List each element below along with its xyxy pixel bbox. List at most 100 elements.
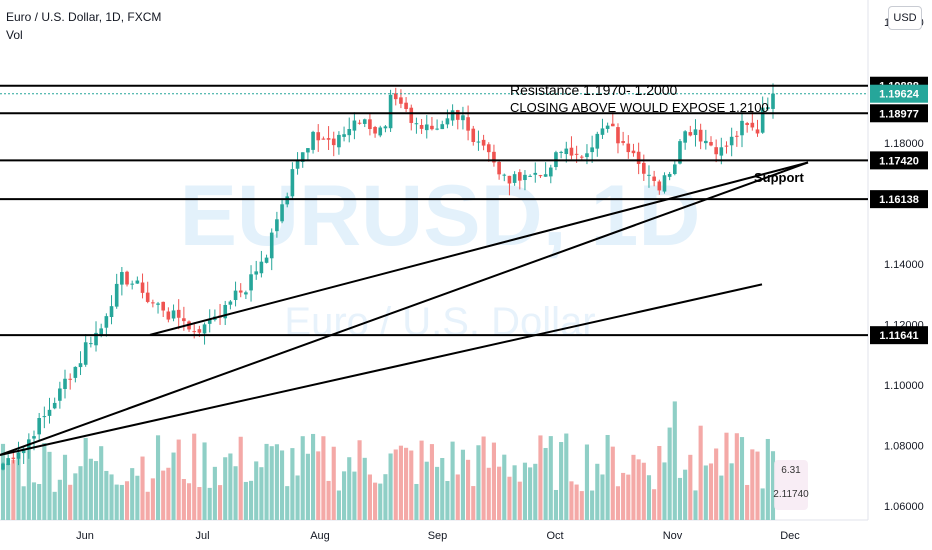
candle-body (719, 147, 724, 156)
candle-body (657, 181, 662, 191)
channel-trendline[interactable] (0, 283, 763, 456)
candle-body (352, 120, 357, 131)
candle-body (357, 122, 362, 124)
candle-body (455, 110, 460, 120)
candle-body (476, 141, 481, 143)
volume-bar (78, 466, 83, 520)
candle-body (249, 274, 253, 291)
volume-bar (373, 482, 378, 520)
candle-body (176, 309, 181, 318)
candle-body (766, 107, 770, 109)
candle-body (6, 458, 10, 465)
volume-bar (419, 440, 424, 520)
volume-bar (631, 454, 636, 520)
volume-bar (47, 451, 52, 520)
support-trendline[interactable] (149, 161, 809, 336)
volume-bar (688, 454, 693, 520)
volume-bar (295, 475, 300, 520)
candle-body (621, 141, 625, 143)
volume-bar (770, 451, 776, 520)
candle-body (497, 161, 501, 175)
candle-body (145, 292, 150, 302)
volume-bar (471, 486, 476, 520)
candle-body (466, 117, 470, 131)
volume-bar (507, 476, 512, 520)
candle-body (83, 342, 88, 365)
candle-body (492, 151, 496, 163)
candle-body (109, 306, 114, 318)
volume-bar (703, 465, 708, 520)
candle-body (47, 409, 52, 416)
volume-bar (698, 425, 703, 520)
volume-bar (99, 446, 104, 520)
volume-bar (166, 467, 171, 520)
volume-bar (729, 463, 734, 520)
lower-trendline[interactable] (0, 161, 809, 456)
volume-bar (657, 445, 662, 520)
volume-bar (724, 432, 729, 520)
candle-body (275, 219, 279, 232)
y-tick-label: 1.08000 (884, 440, 924, 452)
candle-body (724, 145, 729, 147)
volume-bar (155, 435, 161, 520)
y-tick-label: 1.14000 (884, 259, 924, 271)
volume-bar (124, 481, 130, 520)
volume-label[interactable]: Vol (6, 28, 23, 42)
volume-bar (248, 480, 254, 520)
volume-bar (652, 489, 657, 520)
candle-body (166, 311, 171, 320)
volume-bar (512, 465, 517, 520)
candle-body (533, 172, 538, 175)
candle-body (440, 124, 445, 130)
volume-bar (362, 457, 367, 520)
volume-bar (321, 436, 326, 520)
candle-body (481, 139, 486, 146)
candle-body (197, 329, 202, 333)
volume-bar (755, 451, 760, 520)
volume-bar (212, 466, 217, 520)
candle-body (714, 147, 718, 155)
price-level-label: 1.17420 (879, 155, 919, 167)
candle-body (32, 436, 36, 439)
candle-body (140, 282, 145, 293)
candle-body (120, 272, 124, 285)
candle-body (450, 110, 455, 121)
volume-bar (197, 487, 202, 520)
symbol-title[interactable]: Euro / U.S. Dollar, 1D, FXCM (6, 10, 162, 24)
candle-body (130, 283, 135, 285)
price-level-label: 1.11641 (879, 330, 918, 342)
resistance-annotation: Resistance 1.1970- 1.2000 (510, 82, 678, 98)
volume-bar (109, 474, 114, 520)
candle-body (605, 125, 610, 129)
candle-body (254, 271, 259, 275)
candle-body (21, 448, 26, 454)
closing-annotation: CLOSING ABOVE WOULD EXPOSE 1.2100 (510, 100, 769, 115)
candle-body (202, 324, 207, 334)
volume-bar (739, 437, 745, 520)
volume-bar (667, 427, 672, 520)
volume-bar (305, 453, 310, 520)
currency-button[interactable]: USD (888, 6, 922, 30)
candle-body (430, 125, 434, 130)
candle-body (636, 151, 641, 165)
volume-bar (57, 479, 62, 520)
candle-body (647, 174, 651, 176)
volume-bar (455, 474, 460, 520)
volume-bar (176, 439, 181, 520)
candle-body (435, 128, 439, 130)
volume-bar (217, 485, 223, 520)
candle-body (42, 416, 47, 418)
candle-body (182, 318, 186, 322)
volume-bar (274, 444, 279, 520)
volume-bar (150, 478, 155, 520)
volume-bar (378, 483, 383, 520)
candle-body (419, 125, 424, 129)
volume-bar (404, 447, 409, 520)
current-price-label: 1.19624 (879, 89, 920, 101)
volume-bar (569, 481, 574, 520)
candle-body (486, 144, 491, 153)
volume-bar (233, 466, 238, 520)
volume-bar (719, 475, 724, 520)
volume-bar (466, 459, 471, 520)
